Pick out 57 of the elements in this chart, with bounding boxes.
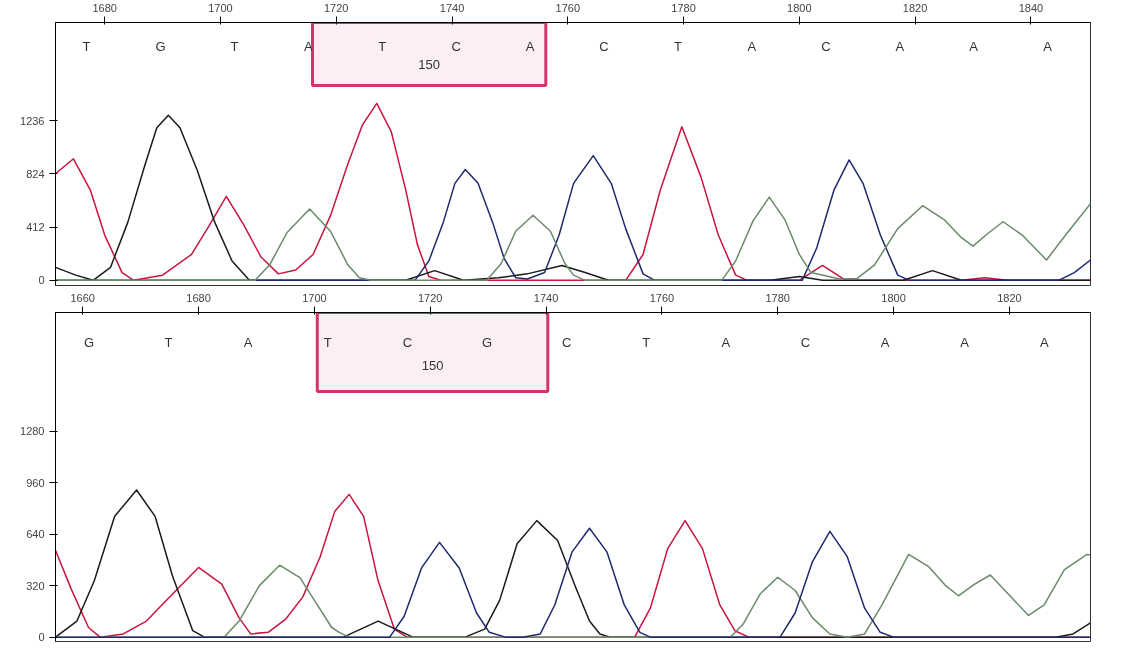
x-tick-label: 1820 bbox=[902, 1, 928, 14]
x-tick-label: 1780 bbox=[671, 1, 696, 14]
y-tick-label: 412 bbox=[26, 221, 45, 234]
annotation: A bbox=[969, 38, 979, 54]
x-tick-label: 1820 bbox=[997, 291, 1022, 304]
x-tick-label: 1780 bbox=[765, 291, 790, 304]
y-tick-label: 320 bbox=[26, 579, 45, 592]
x-tick-label: 1760 bbox=[649, 291, 675, 304]
x-tick-label: 1700 bbox=[208, 1, 233, 14]
annotation: G bbox=[83, 334, 95, 350]
annotation: A bbox=[747, 38, 757, 54]
y-tick-label: 1280 bbox=[20, 425, 45, 438]
annotation: C bbox=[402, 334, 413, 350]
y-tick-label: 1236 bbox=[20, 114, 45, 127]
x-tick-label: 1680 bbox=[92, 1, 117, 14]
annotation: A bbox=[243, 334, 253, 350]
annotation: T bbox=[164, 334, 173, 350]
y-tick-label: 824 bbox=[26, 167, 45, 180]
annotation: A bbox=[895, 38, 905, 54]
annotation: G bbox=[481, 334, 493, 350]
annotation: A bbox=[880, 334, 890, 350]
annotation: T bbox=[82, 38, 91, 54]
x-tick-label: 1700 bbox=[302, 291, 327, 304]
annotation: T bbox=[642, 334, 651, 350]
x-tick-label: 1840 bbox=[1018, 1, 1044, 14]
line-series bbox=[55, 196, 1091, 282]
y-tick-label: 960 bbox=[26, 476, 45, 489]
annotation: 150 bbox=[418, 57, 441, 73]
annotation: T bbox=[674, 38, 683, 54]
x-tick-label: 1680 bbox=[186, 291, 211, 304]
annotation: T bbox=[230, 38, 239, 54]
x-tick-label: 1800 bbox=[787, 1, 812, 14]
y-tick-label: 640 bbox=[26, 528, 45, 541]
annotation: C bbox=[451, 38, 461, 54]
x-tick-label: 1740 bbox=[533, 291, 559, 304]
annotation: A bbox=[525, 38, 535, 54]
annotation: T bbox=[323, 334, 332, 350]
annotation: C bbox=[821, 38, 831, 54]
annotation: T bbox=[378, 38, 387, 54]
x-tick-label: 1800 bbox=[881, 291, 906, 304]
y-tick-label: 0 bbox=[38, 631, 45, 644]
y-tick-label: 0 bbox=[38, 274, 45, 287]
annotation: C bbox=[561, 334, 572, 350]
x-tick-label: 1720 bbox=[324, 1, 349, 14]
annotation: A bbox=[1043, 38, 1053, 54]
annotation: A bbox=[960, 334, 970, 350]
x-tick-label: 1660 bbox=[70, 291, 95, 304]
x-tick-label: 1740 bbox=[439, 1, 465, 14]
x-tick-label: 1720 bbox=[418, 291, 443, 304]
annotation: C bbox=[599, 38, 609, 54]
annotation: A bbox=[1039, 334, 1049, 350]
line-series bbox=[55, 527, 1091, 638]
annotation: 150 bbox=[421, 357, 444, 373]
annotation: G bbox=[155, 38, 166, 54]
x-tick-label: 1760 bbox=[555, 1, 581, 14]
annotation: C bbox=[800, 334, 811, 350]
annotation: A bbox=[721, 334, 731, 350]
